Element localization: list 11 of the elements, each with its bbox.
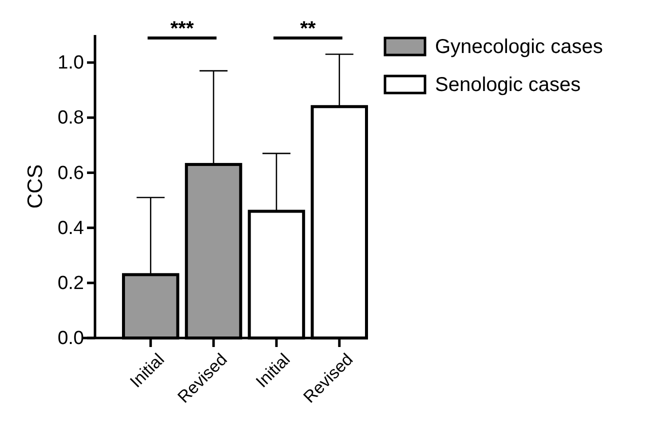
annotation: **	[300, 18, 316, 40]
y-tick-label: 0.0	[58, 328, 84, 350]
legend-label: Gynecologic cases	[435, 36, 603, 58]
y-tick-label: 0.2	[58, 272, 84, 294]
y-axis-title: CCS	[24, 164, 47, 209]
y-tick-label: 1.0	[58, 52, 84, 74]
annotation: ***	[170, 18, 194, 40]
legend-label: Senologic cases	[435, 74, 581, 96]
y-tick-label: 0.6	[58, 162, 84, 184]
y-tick-label: 0.8	[58, 108, 84, 129]
y-tick-label: 0.4	[58, 218, 84, 239]
